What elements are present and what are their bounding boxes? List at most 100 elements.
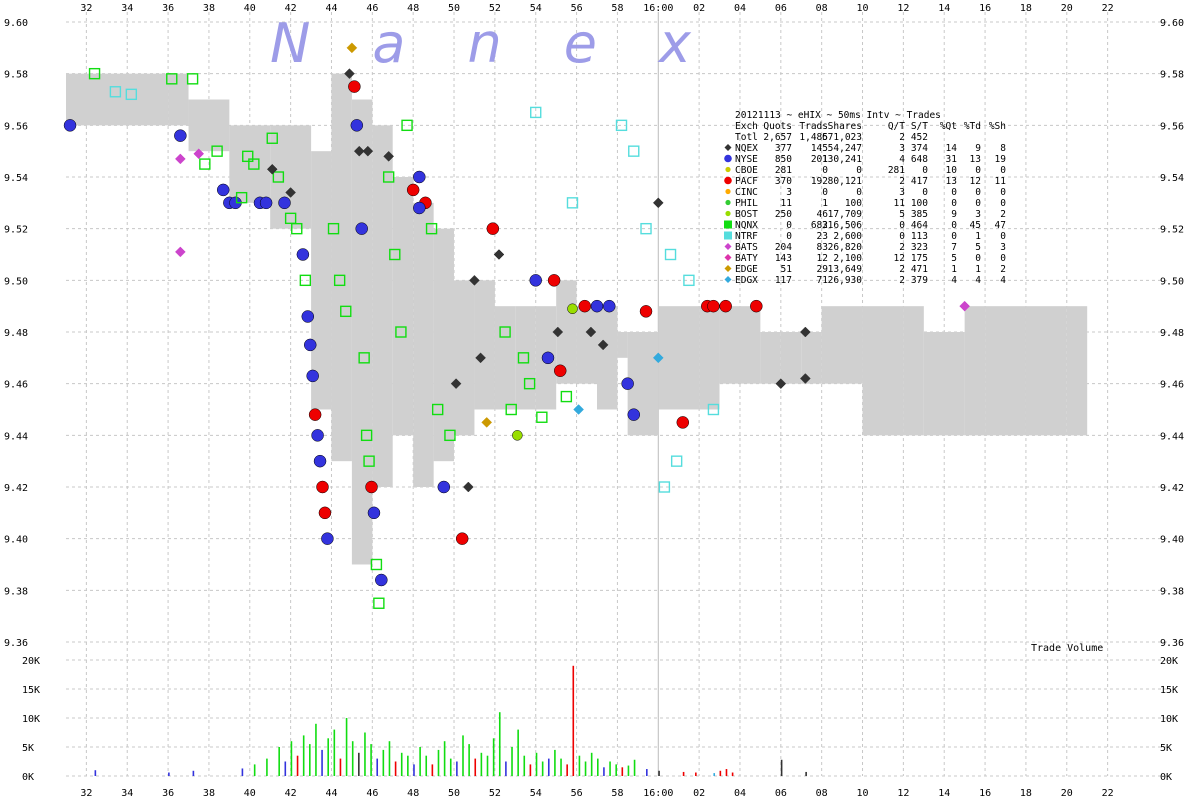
legend-cell: 281: [888, 165, 905, 176]
volume-bar: [388, 741, 391, 776]
x-tick-label-bottom: 42: [285, 788, 297, 799]
legend-cell: 3: [1000, 242, 1006, 253]
volume-bar: [805, 771, 807, 776]
volume-bar: [321, 749, 323, 776]
trade-point-nqnx: [340, 305, 352, 318]
legend-cell: 0: [786, 231, 792, 242]
y-tick-label-left: 9.58: [4, 70, 28, 81]
volume-bar: [695, 772, 697, 776]
x-tick-label-top: 18: [1020, 3, 1032, 14]
trade-point-nqex: [353, 145, 365, 157]
x-tick-label-bottom: 58: [611, 788, 623, 799]
volume-bar: [523, 755, 526, 776]
trade-point-pacf: [318, 506, 332, 520]
legend-cell: 100: [911, 198, 928, 209]
trade-point-nqnx: [382, 171, 395, 183]
legend-cell: 100: [845, 198, 862, 209]
legend-cell: 2: [899, 132, 905, 143]
legend-cell: 0: [951, 198, 957, 209]
y-tick-label-right: 9.36: [1160, 638, 1184, 649]
legend-marker-edge: [724, 265, 732, 272]
legend-cell: 54,247: [828, 143, 862, 154]
y-tick-label-right: 9.54: [1160, 173, 1184, 184]
volume-bar: [290, 741, 293, 776]
trade-point-ntrf: [566, 197, 579, 209]
volume-bar: [437, 749, 440, 776]
nbbo-segment: [331, 73, 352, 462]
legend-cell: 0: [786, 220, 792, 231]
legend-cell: 26,930: [828, 275, 863, 286]
x-tick-label-top: 10: [857, 3, 869, 14]
volume-bar: [572, 665, 575, 776]
trade-point-pacf: [455, 532, 469, 545]
volume-bar: [529, 764, 532, 776]
legend-cell: CBOE: [735, 165, 758, 176]
trade-point-nqex: [775, 378, 787, 390]
trade-point-nyse: [63, 119, 77, 132]
x-tick-label-bottom: 12: [897, 788, 909, 799]
trade-point-nqex: [266, 163, 278, 175]
trade-point-nqnx: [327, 222, 340, 235]
x-tick-label-top: 48: [407, 3, 419, 14]
watermark: Nanex: [270, 12, 753, 75]
x-tick-label-top: 12: [897, 3, 909, 14]
volume-bar: [462, 735, 464, 776]
legend-cell: 2: [899, 275, 905, 286]
trade-point-pacf: [406, 183, 420, 197]
volume-bar: [682, 771, 685, 776]
volume-bar: [725, 769, 728, 776]
y-tick-label-left: 9.56: [4, 121, 28, 132]
nbbo-segment: [821, 306, 863, 384]
y-tick-label-left: 9.50: [4, 276, 28, 287]
legend-cell: 83: [817, 242, 828, 253]
volume-bar: [407, 755, 409, 776]
x-tick-label-bottom: 52: [489, 788, 501, 799]
volume-bar: [302, 735, 305, 776]
volume-bar: [468, 744, 470, 776]
volume-tick-label-left: 0K: [22, 772, 34, 783]
trade-point-nyse: [303, 338, 317, 352]
legend-cell: 11: [894, 198, 906, 209]
x-tick-label-top: 34: [121, 3, 133, 14]
trade-point-bats: [193, 148, 205, 160]
trade-point-nqnx: [235, 191, 248, 204]
trade-point-nqex: [285, 187, 296, 198]
y-tick-label-left: 9.36: [4, 638, 28, 649]
legend-header-cell: Quots: [763, 121, 792, 132]
x-tick-label-top: 54: [530, 3, 542, 14]
volume-bar: [590, 752, 593, 776]
legend-cell: 204: [775, 242, 792, 253]
volume-bar: [554, 749, 556, 776]
nbbo-segment: [576, 306, 597, 384]
x-tick-label-bottom: 44: [325, 788, 337, 799]
trade-point-nyse: [627, 408, 641, 421]
x-tick-label-top: 14: [938, 3, 950, 14]
trade-point-nqex: [597, 339, 609, 351]
trade-point-nqnx: [370, 558, 383, 571]
x-tick-label-top: 52: [489, 3, 501, 14]
legend-cell: 11: [995, 176, 1007, 187]
volume-bar: [266, 758, 268, 776]
trade-point-nqex: [462, 481, 474, 493]
volume-bar: [278, 747, 280, 776]
volume-bar: [560, 758, 562, 776]
volume-bar: [505, 761, 507, 776]
trade-point-nqnx: [299, 274, 312, 287]
legend-cell: 8: [1000, 143, 1006, 154]
x-tick-label-bottom: 20: [1061, 788, 1073, 799]
legend-cell: 0: [1000, 198, 1006, 209]
legend-cell: 117: [775, 275, 792, 286]
trade-point-nqnx: [211, 145, 223, 157]
legend-cell: 0: [922, 165, 928, 176]
legend-cell: 464: [911, 220, 928, 231]
trade-point-nqnx: [358, 352, 370, 364]
nbbo-segment: [229, 125, 271, 203]
legend-cell: 10: [946, 165, 958, 176]
trade-point-nqnx: [444, 429, 456, 442]
trade-point-nqnx: [401, 119, 413, 132]
legend-cell: 0: [1000, 253, 1006, 264]
legend-cell: 11: [781, 198, 793, 209]
x-tick-label-bottom: 02: [693, 788, 705, 799]
legend-cell: 5: [975, 242, 981, 253]
volume-bar: [646, 769, 648, 776]
